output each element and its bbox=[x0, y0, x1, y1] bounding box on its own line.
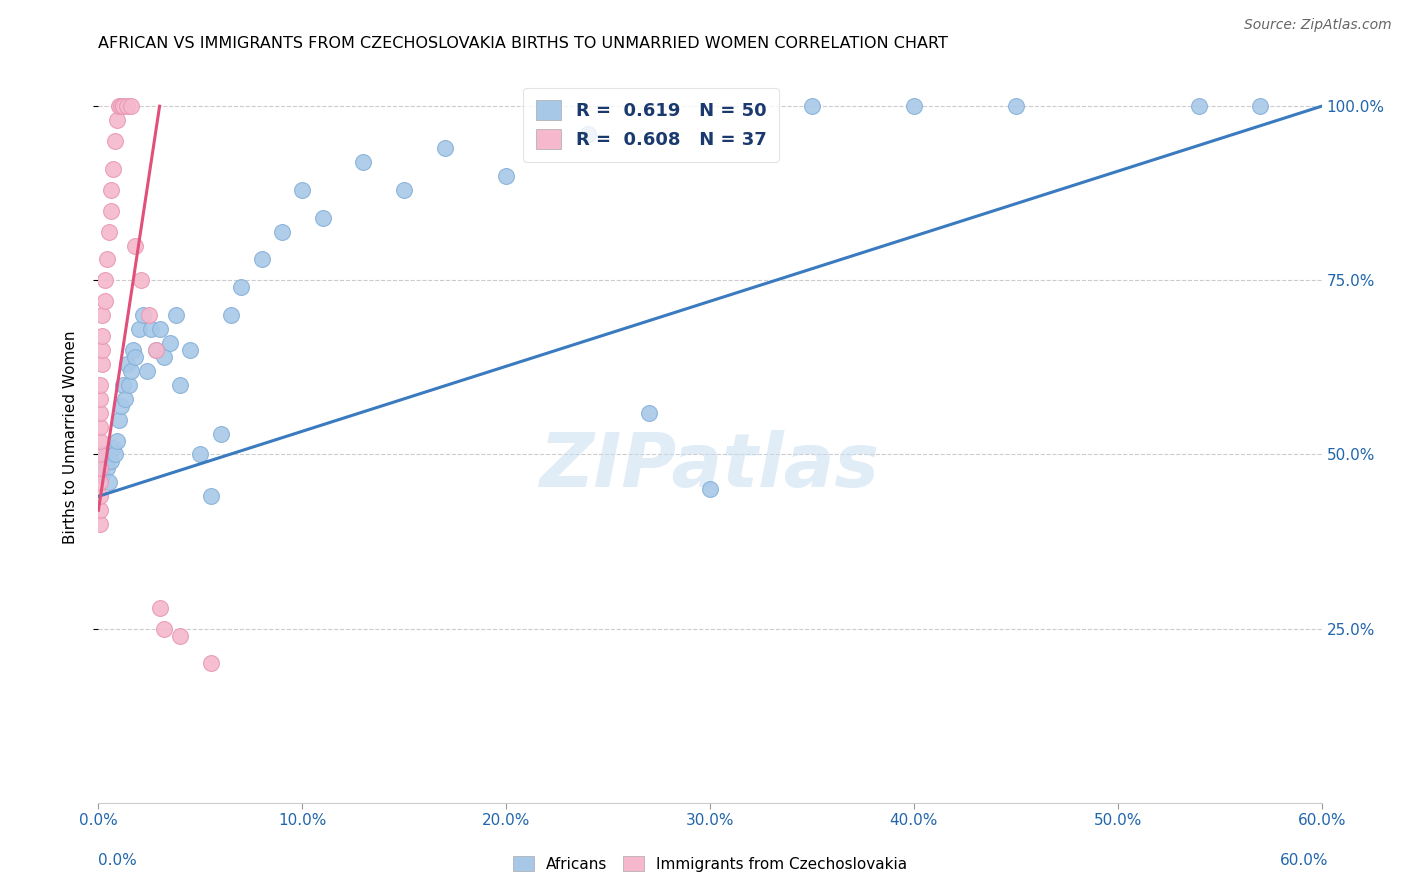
Point bbox=[120, 364, 142, 378]
Point bbox=[145, 343, 167, 357]
Point bbox=[159, 336, 181, 351]
Point bbox=[89, 489, 111, 503]
Point bbox=[118, 377, 141, 392]
Point bbox=[1188, 99, 1211, 113]
Point bbox=[93, 294, 115, 309]
Point bbox=[100, 183, 122, 197]
Point bbox=[89, 419, 111, 434]
Point bbox=[149, 322, 172, 336]
Point bbox=[638, 406, 661, 420]
Point bbox=[114, 392, 136, 406]
Point bbox=[91, 357, 114, 371]
Point bbox=[270, 225, 294, 239]
Point bbox=[699, 483, 721, 497]
Point bbox=[120, 99, 142, 113]
Point bbox=[111, 377, 134, 392]
Point bbox=[141, 322, 163, 336]
Point bbox=[149, 600, 172, 615]
Point bbox=[200, 657, 222, 671]
Point bbox=[188, 448, 212, 462]
Text: AFRICAN VS IMMIGRANTS FROM CZECHOSLOVAKIA BIRTHS TO UNMARRIED WOMEN CORRELATION : AFRICAN VS IMMIGRANTS FROM CZECHOSLOVAKI… bbox=[98, 36, 948, 51]
Text: ZIPatlas: ZIPatlas bbox=[540, 430, 880, 503]
Point bbox=[91, 461, 114, 475]
Point bbox=[105, 113, 128, 128]
Point bbox=[89, 434, 111, 448]
Point bbox=[89, 392, 111, 406]
Point bbox=[115, 357, 138, 371]
Point bbox=[200, 489, 222, 503]
Point bbox=[1004, 99, 1026, 113]
Point bbox=[105, 434, 128, 448]
Point bbox=[903, 99, 925, 113]
Point bbox=[89, 406, 111, 420]
Point bbox=[392, 183, 416, 197]
Point bbox=[89, 448, 111, 462]
Y-axis label: Births to Unmarried Women: Births to Unmarried Women bbox=[63, 330, 77, 544]
Point bbox=[89, 503, 111, 517]
Point bbox=[124, 350, 146, 364]
Point bbox=[93, 273, 115, 287]
Point bbox=[576, 127, 599, 141]
Point bbox=[100, 454, 122, 468]
Point bbox=[231, 280, 253, 294]
Point bbox=[97, 475, 120, 490]
Point bbox=[169, 377, 191, 392]
Text: 0.0%: 0.0% bbox=[98, 854, 138, 868]
Point bbox=[111, 99, 134, 113]
Point bbox=[104, 448, 127, 462]
Point bbox=[495, 169, 517, 183]
Point bbox=[434, 141, 457, 155]
Point bbox=[145, 343, 167, 357]
Point bbox=[97, 225, 120, 239]
Point bbox=[89, 377, 111, 392]
Point bbox=[101, 441, 124, 455]
Point bbox=[129, 273, 152, 287]
Point bbox=[91, 308, 114, 322]
Point bbox=[108, 99, 131, 113]
Point bbox=[108, 412, 131, 426]
Point bbox=[115, 99, 138, 113]
Point bbox=[110, 99, 132, 113]
Point bbox=[250, 252, 273, 267]
Point bbox=[96, 461, 118, 475]
Point bbox=[110, 399, 132, 413]
Point bbox=[352, 155, 374, 169]
Point bbox=[91, 343, 114, 357]
Point bbox=[91, 329, 114, 343]
Point bbox=[291, 183, 314, 197]
Point bbox=[219, 308, 242, 322]
Legend: Africans, Immigrants from Czechoslovakia: Africans, Immigrants from Czechoslovakia bbox=[505, 848, 915, 880]
Point bbox=[93, 448, 115, 462]
Point bbox=[138, 308, 160, 322]
Point bbox=[801, 99, 824, 113]
Point bbox=[179, 343, 201, 357]
Point bbox=[152, 350, 174, 364]
Point bbox=[89, 475, 111, 490]
Point bbox=[91, 468, 114, 483]
Point bbox=[124, 238, 146, 252]
Point bbox=[312, 211, 335, 225]
Point bbox=[165, 308, 187, 322]
Text: 60.0%: 60.0% bbox=[1281, 854, 1329, 868]
Point bbox=[101, 161, 124, 176]
Point bbox=[89, 517, 111, 532]
Point bbox=[132, 308, 155, 322]
Text: Source: ZipAtlas.com: Source: ZipAtlas.com bbox=[1244, 18, 1392, 32]
Point bbox=[152, 622, 174, 636]
Point bbox=[89, 461, 111, 475]
Point bbox=[209, 426, 232, 441]
Point bbox=[104, 134, 127, 148]
Point bbox=[122, 343, 145, 357]
Point bbox=[96, 252, 118, 267]
Point bbox=[1249, 99, 1271, 113]
Point bbox=[100, 203, 122, 218]
Point bbox=[128, 322, 150, 336]
Point bbox=[136, 364, 159, 378]
Point bbox=[169, 629, 191, 643]
